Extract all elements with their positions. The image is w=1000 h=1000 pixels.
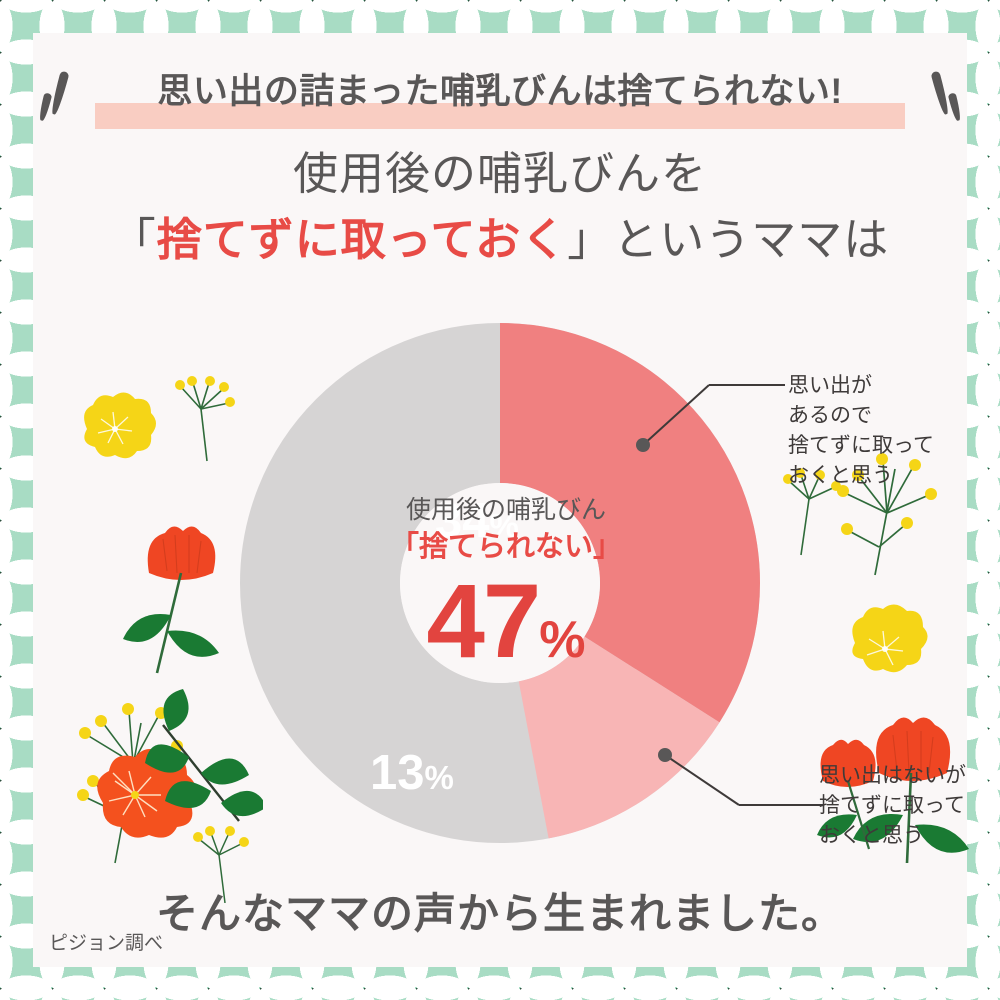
yellow-sprig-small-icon bbox=[198, 832, 244, 903]
subtitle-open-quote: 「 bbox=[110, 214, 157, 265]
segment-label-34: 34% bbox=[435, 493, 519, 549]
red-tulip-right-small-icon bbox=[817, 739, 876, 850]
red-tulip-right-large-icon bbox=[853, 717, 969, 863]
subtitle-block: 使用後の哺乳びんを 「捨てずに取っておく」というママは bbox=[33, 143, 967, 275]
floral-decor-bottom-left bbox=[97, 689, 263, 838]
center-label-line-2: 「捨てられない」 bbox=[389, 531, 622, 563]
donut-center-label: 使用後の哺乳びん 「捨てられない」 47% bbox=[366, 493, 646, 674]
callout-top-line-1: 思い出が bbox=[788, 374, 872, 397]
callout-top-line-3: 捨てずに取って bbox=[788, 434, 934, 457]
subtitle-close-quote: 」というママは bbox=[567, 214, 890, 265]
center-label-line-1: 使用後の哺乳びん bbox=[405, 496, 606, 524]
floral-decor-right bbox=[783, 453, 969, 863]
yellow-sprig-icon bbox=[180, 382, 230, 462]
yellow-sprig-buds-icon bbox=[175, 376, 235, 407]
segment-label-34-number: 34 bbox=[435, 494, 490, 548]
callout-top-line-4: おくと思う bbox=[788, 464, 893, 487]
donut-chart bbox=[240, 323, 760, 843]
yellow-sprig-small-buds-icon bbox=[193, 826, 249, 847]
callout-bottom-line-3: おくと思う bbox=[819, 824, 924, 847]
center-label-symbol: % bbox=[539, 611, 586, 669]
callout-leader-line-top bbox=[636, 384, 785, 452]
callout-bottom-line-2: 捨てずに取って bbox=[819, 794, 965, 817]
donut-chart-svg bbox=[240, 323, 760, 843]
segment-label-13-symbol: % bbox=[424, 759, 454, 796]
page-title: 思い出の詰まった哺乳びんは捨てられない! bbox=[157, 72, 843, 111]
yellow-sprig-right-large-icon bbox=[844, 460, 930, 576]
footer-tagline: そんなママの声から生まれました。 bbox=[155, 890, 844, 937]
red-tulip-icon bbox=[123, 526, 219, 674]
callout-bottom-line-1: 思い出はないが bbox=[819, 764, 966, 787]
yellow-blossom-icon bbox=[84, 392, 156, 459]
callout-top-line-2: あるので bbox=[788, 404, 872, 427]
segment-label-13-number: 13 bbox=[370, 746, 425, 800]
callout-top-text: 思い出が あるので 捨てずに取って おくと思う bbox=[788, 371, 934, 491]
yellow-sprig-right-small-buds-icon bbox=[783, 468, 841, 491]
subtitle-line-1: 使用後の哺乳びんを bbox=[292, 148, 707, 199]
yellow-sprig-right-large-buds-icon bbox=[837, 453, 937, 535]
subtitle-accent-text: 捨てずに取っておく bbox=[156, 214, 568, 265]
segment-label-34-symbol: % bbox=[489, 507, 519, 544]
callout-bottom-text: 思い出はないが 捨てずに取って おくと思う bbox=[819, 761, 966, 851]
segment-label-13: 13% bbox=[370, 745, 454, 801]
center-label-number: 47 bbox=[426, 563, 541, 680]
content-card: 思い出の詰まった哺乳びんは捨てられない! 使用後の哺乳びんを 「捨てずに取ってお… bbox=[33, 33, 969, 967]
donut-hole bbox=[400, 483, 600, 683]
floral-decor-left bbox=[77, 376, 249, 903]
yellow-sprig-right-small-icon bbox=[788, 474, 836, 556]
title-row: 思い出の詰まった哺乳びんは捨てられない! bbox=[33, 57, 967, 133]
source-credit: ピジョン調べ bbox=[49, 933, 164, 954]
donut-segment-memories bbox=[240, 323, 760, 843]
subtitle-line-2: 「捨てずに取っておく」というママは bbox=[33, 205, 967, 275]
callout-leader-line-bottom bbox=[658, 748, 823, 806]
leaf-branch-icon bbox=[145, 689, 263, 822]
yellow-blossom-right-icon bbox=[852, 604, 928, 673]
title-highlight-bar bbox=[95, 103, 905, 129]
center-label-big-value: 47% bbox=[366, 569, 646, 674]
